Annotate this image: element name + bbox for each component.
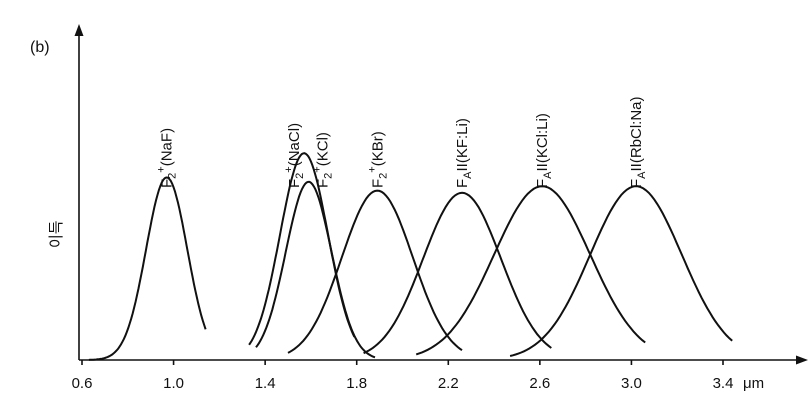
gain-curve-f2-kbr- — [287, 189, 463, 354]
gain-curve-faii-kf-li- — [363, 191, 552, 355]
peak-label: FAII(RbCl:Na) — [628, 96, 648, 188]
x-axis-arrowhead — [796, 355, 808, 365]
y-axis-label: 이득 — [48, 220, 65, 248]
panel-label: (b) — [30, 39, 50, 56]
peak-label: FAII(KF:Li) — [454, 118, 474, 188]
x-tick-label: 1.4 — [255, 375, 276, 392]
x-ticks: 0.6 1.0 1.4 1.8 2.2 2.6 3.0 3.4 μm — [72, 360, 764, 392]
gain-curve-faii-rbcl-na- — [509, 185, 733, 357]
x-tick-label: 3.0 — [621, 375, 642, 392]
y-axis-arrowhead — [74, 24, 84, 36]
peak-label: F2+(NaF) — [156, 128, 179, 188]
x-tick-label: 0.6 — [72, 375, 93, 392]
x-unit-label: μm — [743, 375, 764, 392]
gain-curve-f2-kcl- — [255, 180, 376, 359]
peak-label: F2+(KCl) — [312, 132, 335, 188]
x-tick-label: 2.2 — [438, 375, 459, 392]
x-tick-label: 2.6 — [529, 375, 550, 392]
x-tick-label: 1.8 — [346, 375, 367, 392]
x-axis: 0.6 1.0 1.4 1.8 2.2 2.6 3.0 3.4 μm — [72, 355, 808, 392]
peak-label: F2+(KBr) — [366, 131, 389, 188]
gain-curves — [88, 152, 733, 361]
gain-curve-faii-kcl-li- — [415, 185, 646, 356]
peak-label: F2+(NaCl) — [283, 123, 306, 188]
x-tick-label: 3.4 — [713, 375, 734, 392]
y-axis — [74, 24, 84, 360]
gain-curve-f2-naf- — [88, 176, 207, 361]
peak-label: FAII(KCl:Li) — [534, 113, 554, 188]
x-tick-label: 1.0 — [163, 375, 184, 392]
peak-labels: F2+(NaF) F2+(NaCl) F2+(KCl) F2+(KBr) FAII(KF… — [156, 96, 648, 188]
